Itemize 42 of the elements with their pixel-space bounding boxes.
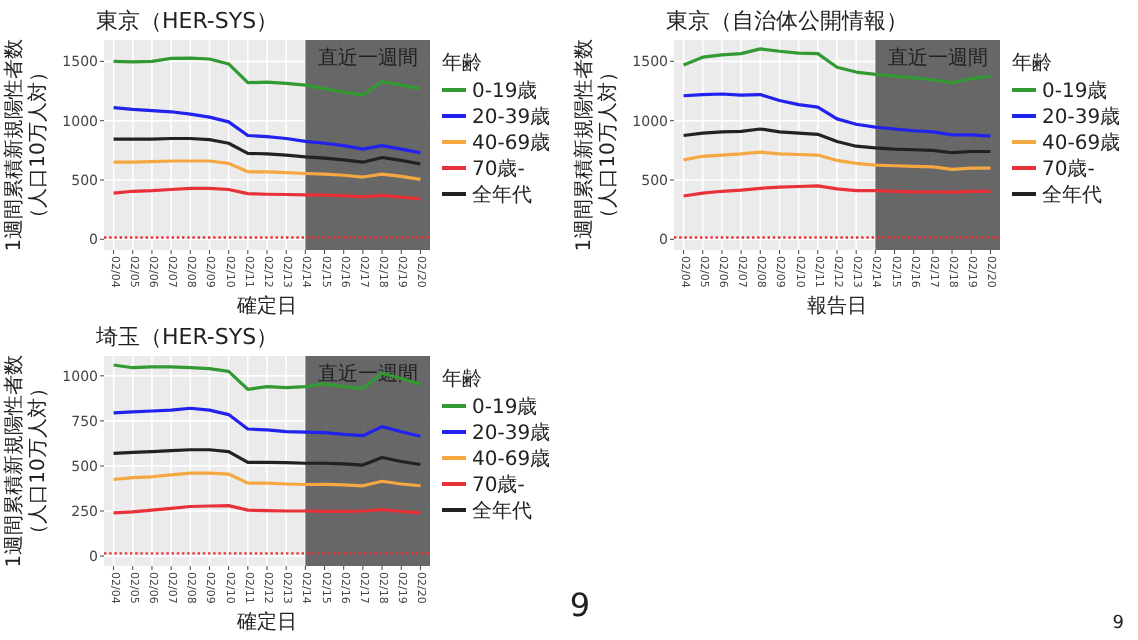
legend-title: 年齢 <box>442 51 482 75</box>
y-axis-title: 1週間累積新規陽性者数（人口10万人対） <box>2 38 50 252</box>
legend-label: 0-19歳 <box>1042 79 1108 103</box>
legend-label: 0-19歳 <box>472 79 538 103</box>
line-series <box>681 127 993 155</box>
line-series <box>111 363 423 391</box>
y-axis-title: 1週間累積新規陽性者数（人口10万人対） <box>572 38 620 252</box>
legend-label: 全年代 <box>472 183 532 207</box>
text: 9 <box>1112 614 1125 634</box>
legend-label: 70歳- <box>1042 157 1096 181</box>
legend-label: 全年代 <box>1042 183 1102 207</box>
chart-title: 東京（HER-SYS） <box>96 8 279 34</box>
legend-label: 40-69歳 <box>472 131 551 155</box>
legend-label: 40-69歳 <box>1042 131 1121 155</box>
line-series <box>681 150 993 171</box>
line-series <box>111 106 423 155</box>
line-series <box>111 448 423 467</box>
legend-label: 全年代 <box>472 499 532 523</box>
chart-title: 埼玉（HER-SYS） <box>94 324 279 350</box>
text: 9 <box>569 586 591 624</box>
legend-label: 20-39歳 <box>1042 105 1121 129</box>
line-series <box>681 92 993 138</box>
band-label: 直近一週間 <box>317 46 418 70</box>
line-series <box>681 47 993 85</box>
line-series <box>111 136 423 166</box>
legend-label: 40-69歳 <box>472 447 551 471</box>
legend-label: 20-39歳 <box>472 421 551 445</box>
chart-title: 東京（自治体公開情報） <box>666 8 908 34</box>
legend-label: 0-19歳 <box>472 395 538 419</box>
legend-label: 20-39歳 <box>472 105 551 129</box>
band-label: 直近一週間 <box>887 46 988 70</box>
line-series <box>111 406 423 438</box>
y-axis-title: 1週間累積新規陽性者数（人口10万人対） <box>2 354 50 568</box>
legend-label: 70歳- <box>472 157 526 181</box>
legend-label: 70歳- <box>472 473 526 497</box>
line-series <box>111 159 423 181</box>
legend-title: 年齢 <box>1012 51 1052 75</box>
legend-title: 年齢 <box>442 367 482 391</box>
x-axis-title: 報告日 <box>807 294 867 318</box>
x-axis-title: 確定日 <box>235 294 297 318</box>
line-series <box>111 471 423 488</box>
x-axis-title: 確定日 <box>235 610 297 634</box>
